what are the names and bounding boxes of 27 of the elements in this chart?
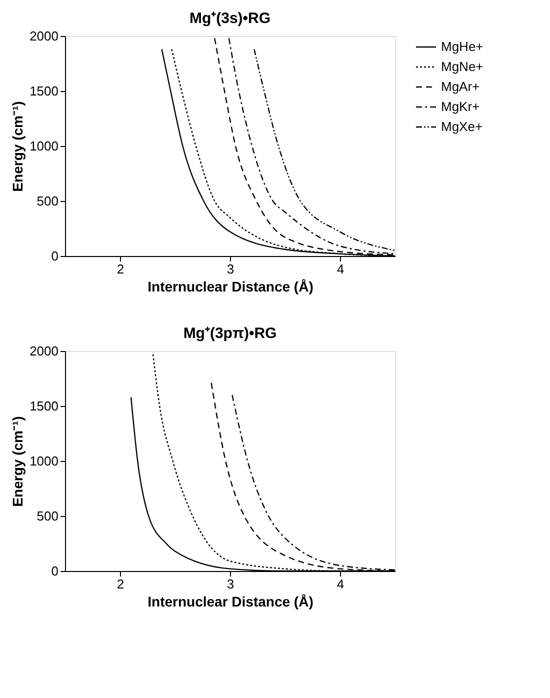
chart-title: Mg⁺(3s)•RG xyxy=(189,10,271,27)
y-tick-label: 1000 xyxy=(30,138,58,154)
x-tick-label: 4 xyxy=(336,262,344,276)
y-tick-label: 0 xyxy=(51,564,58,578)
y-tick-label: 500 xyxy=(36,194,58,208)
y-axis-title: Energy (cm⁻¹) xyxy=(10,416,26,507)
legend-label: MgNe+ xyxy=(441,59,484,74)
x-tick-label: 3 xyxy=(226,576,234,592)
x-tick-label: 4 xyxy=(336,576,344,592)
x-axis-title: Internuclear Distance (Å) xyxy=(148,278,314,294)
y-axis-title: Energy (cm⁻¹) xyxy=(10,101,26,192)
x-axis-title: Internuclear Distance (Å) xyxy=(148,594,314,610)
x-tick-label: 3 xyxy=(226,262,234,276)
legend-label: MgAr+ xyxy=(441,79,480,94)
chart-title: Mg⁺(3pπ)•RG xyxy=(183,325,277,342)
y-tick-label: 2000 xyxy=(30,28,58,44)
y-tick-label: 1000 xyxy=(30,454,58,468)
legend-label: MgXe+ xyxy=(441,119,483,134)
y-tick-label: 500 xyxy=(36,508,58,524)
x-tick-label: 2 xyxy=(116,262,124,276)
y-tick-label: 1500 xyxy=(30,84,58,98)
legend-label: MgKr+ xyxy=(441,99,480,114)
y-tick-label: 0 xyxy=(51,248,58,264)
y-tick-label: 1500 xyxy=(30,398,58,414)
x-tick-label: 2 xyxy=(116,576,124,592)
legend-label: MgHe+ xyxy=(441,39,484,54)
y-tick-label: 2000 xyxy=(30,344,58,358)
